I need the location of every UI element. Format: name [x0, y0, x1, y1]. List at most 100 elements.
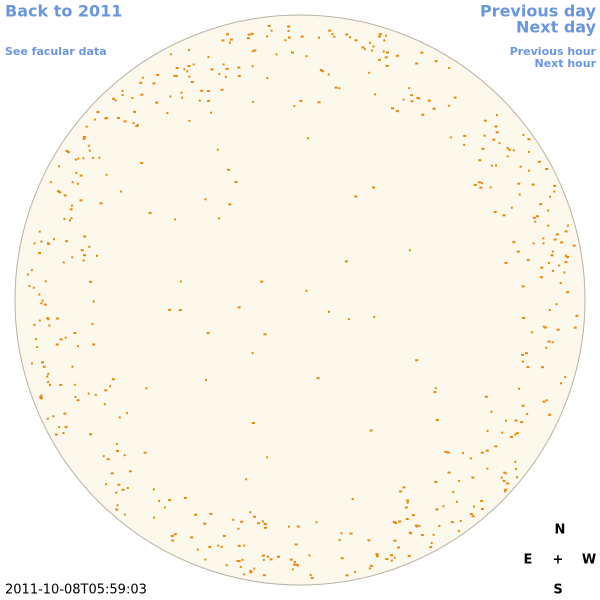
facula — [478, 159, 482, 162]
facula — [310, 576, 314, 579]
facula — [121, 488, 125, 491]
facular-link[interactable]: See facular data — [5, 45, 107, 58]
facula — [411, 514, 415, 517]
facula — [501, 431, 504, 434]
facula — [46, 375, 49, 378]
facula — [152, 488, 155, 491]
facula — [269, 558, 273, 561]
facula — [473, 505, 475, 508]
facula — [249, 571, 253, 574]
facula — [252, 100, 255, 103]
facula — [555, 303, 558, 306]
previous-hour-link[interactable]: Previous hour — [510, 45, 597, 58]
facula — [318, 36, 320, 39]
previous-day-link[interactable]: Previous day — [480, 2, 597, 21]
facula — [188, 75, 191, 78]
facula — [71, 256, 74, 259]
facula — [171, 539, 175, 542]
facula — [526, 366, 530, 369]
facula — [495, 164, 497, 167]
facula — [435, 419, 439, 421]
facula — [26, 273, 29, 276]
facula — [55, 343, 59, 346]
facula — [126, 487, 129, 489]
facula — [368, 71, 371, 74]
facula — [109, 385, 111, 388]
facula — [480, 499, 484, 502]
facula — [504, 488, 508, 491]
facula — [527, 150, 530, 153]
facula — [251, 65, 254, 68]
facula — [234, 181, 238, 183]
facula — [305, 289, 308, 292]
facula — [534, 220, 537, 223]
facula — [73, 383, 76, 386]
facula — [85, 125, 88, 128]
facula — [266, 35, 269, 38]
facula — [375, 555, 379, 558]
next-day-link[interactable]: Next day — [516, 18, 597, 37]
facula — [120, 190, 123, 193]
facula — [504, 261, 508, 264]
facula — [208, 545, 212, 548]
facula — [224, 75, 227, 78]
facula — [514, 419, 518, 422]
facula — [74, 158, 77, 161]
facula — [38, 252, 41, 255]
facula — [92, 343, 96, 346]
facula — [105, 173, 108, 176]
facula — [434, 60, 438, 63]
facula — [136, 123, 139, 126]
facula — [493, 210, 497, 213]
facula — [47, 242, 50, 245]
facula — [547, 209, 550, 212]
facula — [521, 360, 524, 363]
facula — [106, 458, 110, 461]
facula — [174, 218, 177, 221]
facula — [220, 545, 223, 548]
facula — [77, 157, 80, 160]
facula — [89, 433, 92, 436]
facula — [42, 365, 46, 368]
facula — [31, 362, 33, 365]
facula — [69, 219, 71, 222]
facula — [262, 558, 265, 561]
next-hour-link[interactable]: Next hour — [535, 57, 597, 70]
facula — [510, 436, 513, 438]
facula — [237, 75, 241, 78]
facula — [519, 165, 522, 168]
facula — [141, 76, 144, 79]
facula — [512, 241, 516, 244]
solar-disk — [14, 14, 586, 586]
facula — [253, 49, 257, 52]
facula — [527, 138, 531, 141]
facula — [295, 563, 299, 566]
facula — [58, 191, 62, 194]
facula — [521, 404, 525, 407]
facula — [194, 513, 198, 516]
facula — [128, 470, 132, 473]
facula — [334, 86, 338, 89]
facula — [354, 195, 358, 198]
facula — [270, 29, 273, 32]
facula — [429, 546, 433, 549]
facula — [210, 111, 213, 114]
facula — [216, 148, 219, 151]
back-link[interactable]: Back to 2011 — [5, 2, 122, 21]
facula — [368, 567, 371, 570]
facula — [39, 395, 43, 398]
facula — [287, 36, 291, 39]
facula — [495, 131, 499, 134]
facula — [63, 194, 67, 197]
facula — [463, 143, 466, 146]
facula — [38, 230, 41, 233]
facula — [434, 481, 438, 483]
facula — [187, 65, 191, 68]
facula — [47, 372, 50, 375]
facula — [251, 422, 255, 424]
facula — [243, 573, 246, 576]
facula — [545, 346, 548, 349]
facula — [384, 56, 388, 59]
facula — [385, 34, 388, 37]
facula — [507, 148, 511, 151]
